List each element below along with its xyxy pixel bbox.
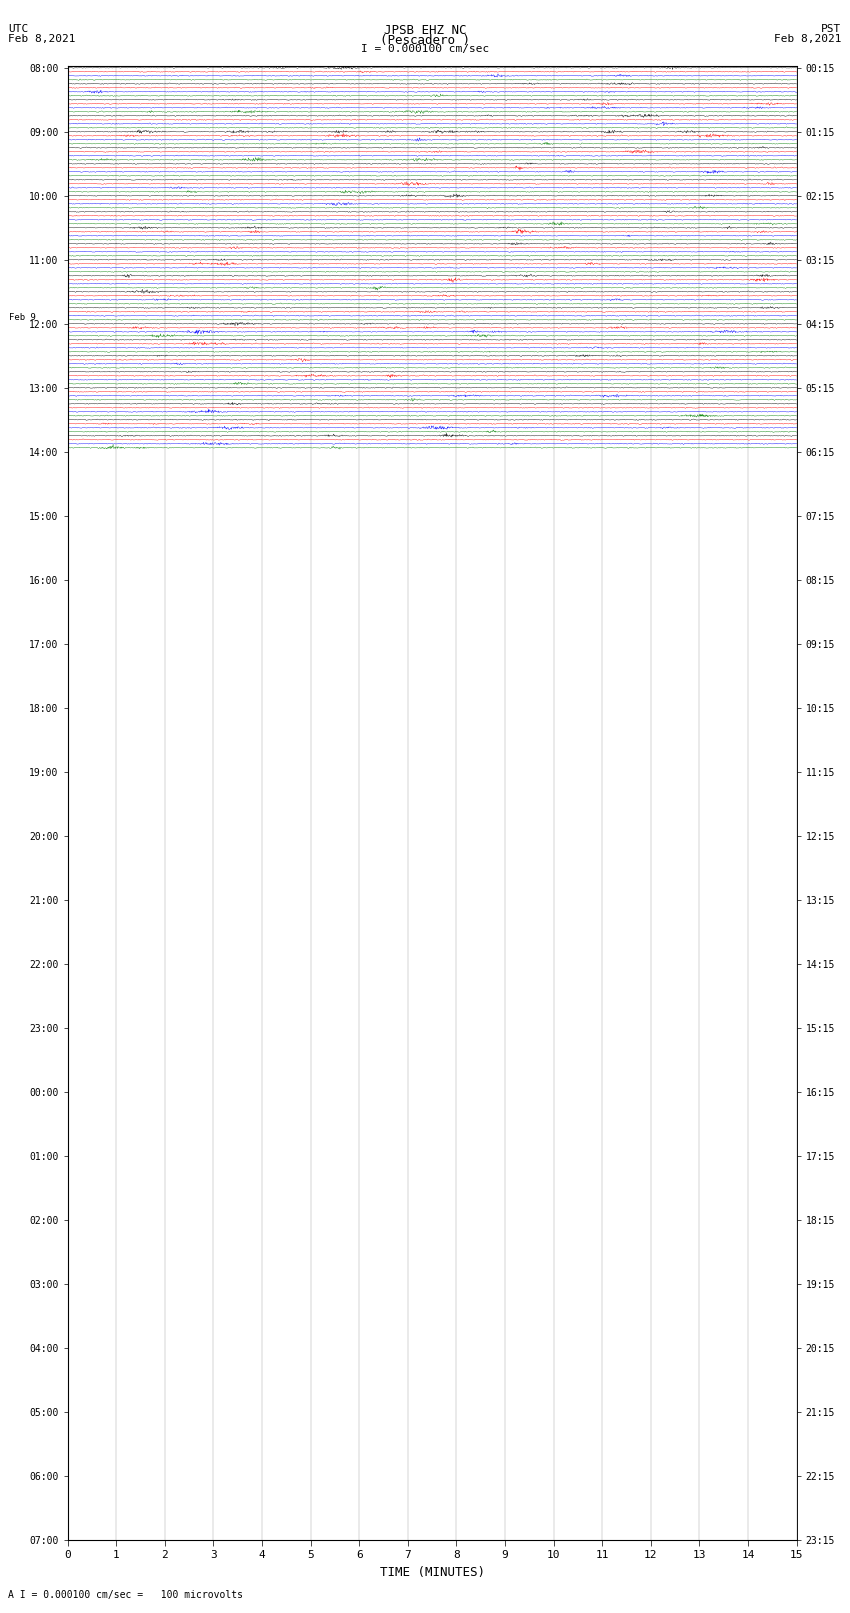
Text: I = 0.000100 cm/sec: I = 0.000100 cm/sec — [361, 44, 489, 53]
Text: A I = 0.000100 cm/sec =   100 microvolts: A I = 0.000100 cm/sec = 100 microvolts — [8, 1590, 243, 1600]
Text: (Pescadero ): (Pescadero ) — [380, 34, 470, 47]
Text: PST: PST — [821, 24, 842, 34]
Text: Feb 8,2021: Feb 8,2021 — [774, 34, 842, 44]
Text: JPSB EHZ NC: JPSB EHZ NC — [383, 24, 467, 37]
Text: UTC: UTC — [8, 24, 29, 34]
Text: Feb 9: Feb 9 — [9, 313, 37, 323]
Text: Feb 8,2021: Feb 8,2021 — [8, 34, 76, 44]
X-axis label: TIME (MINUTES): TIME (MINUTES) — [380, 1566, 484, 1579]
